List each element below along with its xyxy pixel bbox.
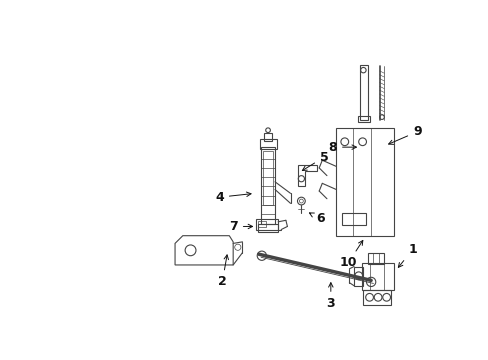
- Bar: [353, 266, 363, 286]
- Text: 5: 5: [302, 150, 328, 171]
- Bar: [336, 128, 393, 236]
- Bar: [258, 221, 265, 227]
- Text: 6: 6: [309, 212, 324, 225]
- Text: 3: 3: [326, 283, 334, 310]
- Text: 4: 4: [215, 191, 250, 204]
- Text: 7: 7: [228, 220, 252, 233]
- Text: 2: 2: [218, 255, 228, 288]
- Bar: [258, 224, 278, 232]
- Bar: [367, 253, 383, 264]
- Bar: [357, 116, 369, 122]
- Bar: [361, 263, 393, 289]
- Text: 10: 10: [339, 240, 362, 269]
- Bar: [342, 213, 365, 225]
- Text: 9: 9: [388, 125, 421, 144]
- Text: 1: 1: [398, 243, 416, 267]
- Bar: [256, 219, 278, 230]
- Bar: [363, 289, 390, 305]
- Bar: [359, 65, 367, 120]
- Bar: [261, 147, 274, 224]
- Text: 8: 8: [328, 141, 356, 154]
- Bar: [259, 139, 276, 149]
- Bar: [264, 133, 271, 141]
- Bar: [263, 151, 272, 205]
